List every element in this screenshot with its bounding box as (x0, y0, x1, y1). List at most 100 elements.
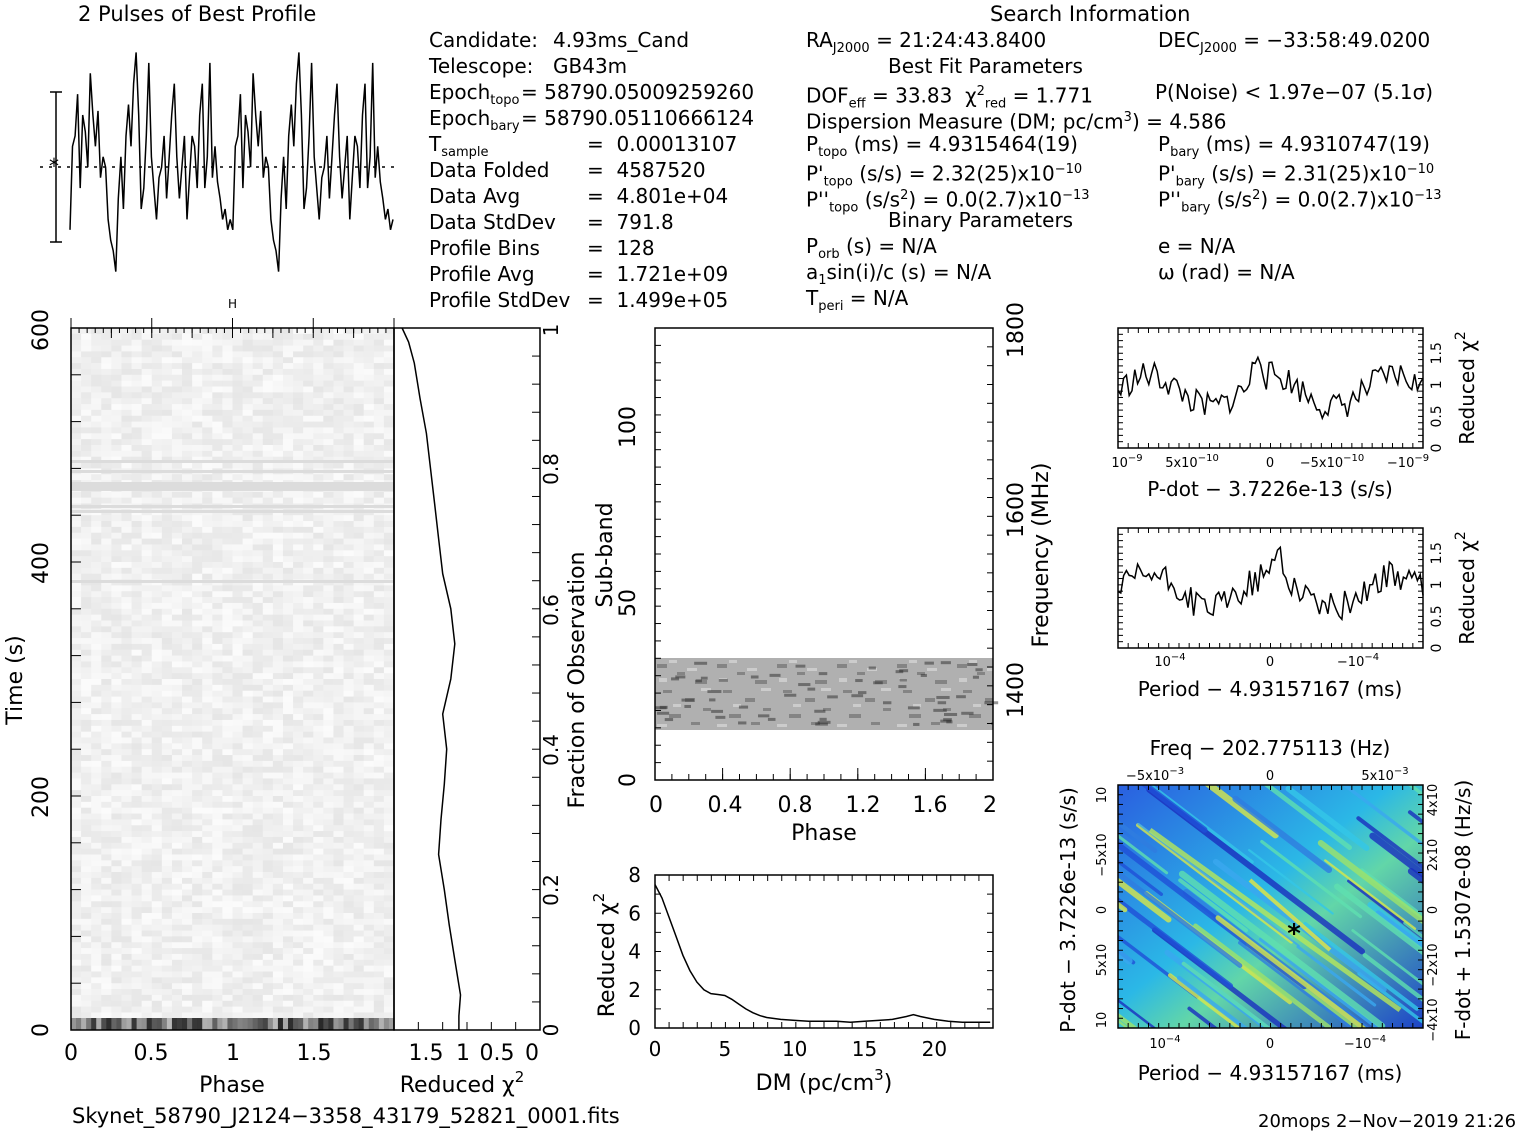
subband-speck (795, 664, 806, 668)
time-phase-cell (333, 731, 345, 738)
time-phase-cell (182, 1006, 193, 1013)
time-phase-cell (141, 719, 153, 727)
subband-x-tick: 0 (649, 793, 663, 818)
time-phase-cell (151, 977, 163, 984)
time-phase-cell (71, 860, 82, 867)
time-phase-cell (71, 801, 82, 809)
time-phase-cell (232, 1012, 244, 1019)
time-phase-cell (373, 778, 385, 785)
time-phase-cell (343, 971, 355, 978)
time-phase-cell (121, 942, 133, 949)
time-phase-cell (161, 784, 173, 791)
time-phase-cell (293, 363, 304, 370)
time-phase-cell (242, 819, 254, 826)
time-phase-cell (282, 836, 294, 844)
time-phase-cell (202, 1006, 213, 1013)
time-phase-cell (192, 415, 203, 423)
time-phase-cell (293, 497, 304, 504)
time-phase-cell (161, 544, 173, 551)
time-phase-cell (212, 907, 223, 914)
time-phase-cell (282, 930, 294, 937)
time-phase-cell (242, 796, 254, 803)
time-phase-cell (151, 895, 163, 902)
time-phase-cell (252, 673, 264, 680)
time-phase-cell (323, 766, 334, 774)
time-phase-cell (242, 854, 254, 861)
time-phase-cell (192, 877, 203, 885)
time-phase-cell (262, 462, 274, 469)
time-phase-cell (383, 363, 395, 370)
time-phase-bottom-cell (368, 1018, 375, 1030)
profile-title: 2 Pulses of Best Profile (78, 2, 317, 26)
time-phase-cell (293, 450, 304, 458)
time-phase-cell (151, 608, 163, 616)
time-phase-cell (303, 907, 314, 914)
time-phase-cell (303, 877, 314, 885)
time-phase-cell (333, 848, 345, 855)
time-phase-cell (232, 339, 244, 347)
time-phase-cell (282, 860, 294, 867)
time-phase-cell (363, 597, 375, 604)
period-chi2-x-tick: −10−4 (1337, 652, 1379, 670)
time-phase-cell (141, 357, 153, 364)
time-phase-cell (222, 351, 233, 358)
time-phase-cell (101, 591, 112, 598)
time-phase-cell (272, 731, 284, 738)
time-phase-cell (131, 719, 143, 727)
time-phase-cell (91, 404, 102, 411)
time-phase-cell (282, 556, 294, 563)
time-phase-cell (333, 643, 345, 651)
time-phase-cell (242, 731, 254, 738)
time-phase-cell (232, 591, 244, 598)
time-phase-cell (71, 556, 82, 563)
time-phase-cell (81, 772, 92, 779)
time-phase-cell (303, 567, 314, 575)
time-phase-cell (313, 872, 324, 879)
time-phase-cell (383, 866, 395, 873)
time-phase-cell (161, 813, 173, 820)
time-phase-cell (151, 679, 163, 686)
time-phase-cell (101, 965, 112, 972)
time-phase-cell (192, 749, 203, 756)
time-phase-cell (222, 608, 233, 616)
time-phase-cell (161, 989, 173, 996)
time-phase-cell (282, 784, 294, 791)
time-phase-cell (121, 959, 133, 967)
time-phase-cell (171, 421, 183, 428)
time-phase-cell (252, 708, 264, 715)
time-phase-cell (323, 567, 334, 575)
time-phase-cell (81, 421, 92, 428)
ppdot-right-label: F-dot + 1.5307e-08 (Hz/s) (1451, 780, 1475, 1041)
time-phase-cell (141, 626, 153, 633)
time-phase-cell (141, 772, 153, 779)
time-phase-cell (272, 491, 284, 499)
pdot-bary-param: P'bary (s/s) = 2.31(25)x10−10 (1158, 161, 1435, 190)
time-phase-cell (151, 415, 163, 423)
time-phase-cell (293, 661, 304, 668)
time-phase-cell (81, 719, 92, 727)
time-phase-cell (171, 661, 183, 668)
time-phase-cell (182, 591, 193, 598)
time-phase-cell (81, 608, 92, 616)
time-phase-cell (171, 562, 183, 569)
time-phase-cell (313, 421, 324, 428)
time-phase-bottom-cell (171, 1018, 178, 1030)
time-phase-cell (121, 497, 133, 504)
time-phase-cell (303, 731, 314, 738)
time-phase-cell (101, 333, 112, 341)
time-phase-cell (272, 778, 284, 785)
time-phase-cell (171, 772, 183, 779)
time-phase-cell (353, 708, 365, 715)
time-phase-cell (222, 339, 233, 347)
time-phase-cell (141, 374, 153, 382)
time-phase-cell (91, 825, 102, 832)
time-phase-cell (161, 778, 173, 785)
time-phase-cell (141, 661, 153, 668)
time-phase-cell (383, 445, 395, 452)
time-phase-cell (282, 731, 294, 738)
time-phase-cell (91, 796, 102, 803)
time-phase-cell (303, 374, 314, 382)
time-phase-cell (111, 755, 122, 762)
time-phase-cell (383, 392, 395, 399)
time-phase-cell (222, 433, 233, 440)
